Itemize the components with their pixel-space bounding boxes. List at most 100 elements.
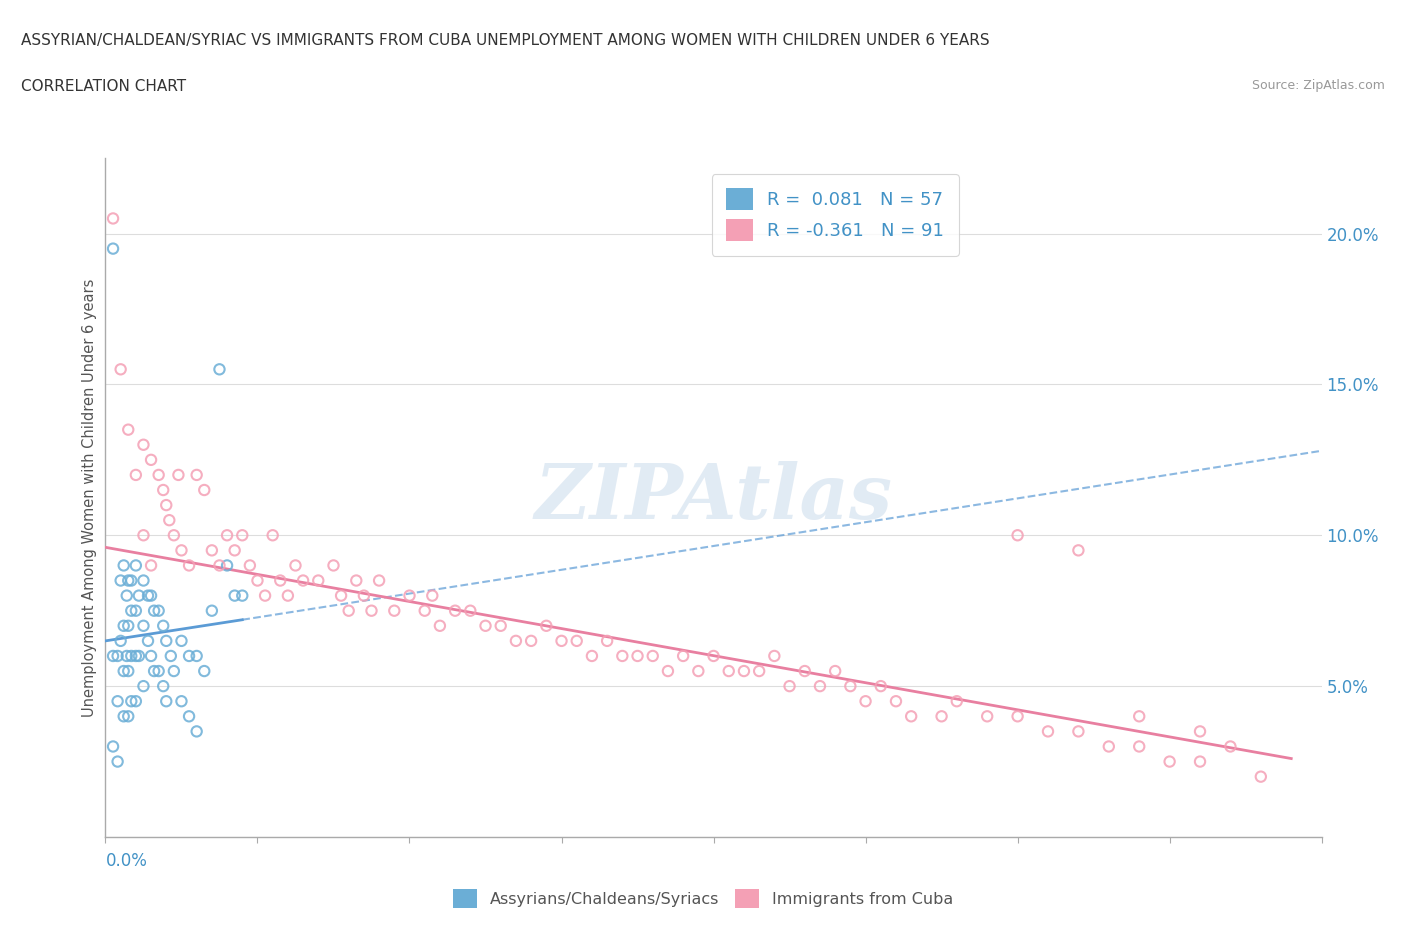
- Point: [1188, 754, 1211, 769]
- Point: [702, 648, 725, 663]
- Point: [869, 679, 891, 694]
- Point: [107, 754, 129, 769]
- Point: [120, 694, 142, 709]
- Point: [1250, 769, 1272, 784]
- Point: [101, 241, 124, 256]
- Text: ZIPAtlas: ZIPAtlas: [534, 460, 893, 535]
- Point: [1098, 739, 1121, 754]
- Point: [208, 558, 231, 573]
- Point: [170, 633, 193, 648]
- Point: [1036, 724, 1059, 738]
- Point: [1159, 754, 1181, 769]
- Point: [900, 709, 922, 724]
- Point: [112, 709, 135, 724]
- Point: [167, 468, 190, 483]
- Point: [382, 604, 405, 618]
- Point: [763, 648, 786, 663]
- Point: [152, 618, 174, 633]
- Point: [398, 588, 420, 603]
- Point: [110, 362, 132, 377]
- Point: [170, 543, 193, 558]
- Text: ASSYRIAN/CHALDEAN/SYRIAC VS IMMIGRANTS FROM CUBA UNEMPLOYMENT AMONG WOMEN WITH C: ASSYRIAN/CHALDEAN/SYRIAC VS IMMIGRANTS F…: [21, 33, 990, 47]
- Point: [793, 664, 815, 679]
- Point: [125, 468, 148, 483]
- Point: [855, 694, 877, 709]
- Text: CORRELATION CHART: CORRELATION CHART: [21, 79, 186, 94]
- Point: [155, 498, 177, 512]
- Point: [112, 558, 135, 573]
- Point: [110, 633, 132, 648]
- Point: [186, 648, 208, 663]
- Point: [217, 528, 239, 543]
- Point: [945, 694, 967, 709]
- Point: [112, 618, 135, 633]
- Point: [657, 664, 679, 679]
- Point: [420, 588, 443, 603]
- Point: [117, 618, 139, 633]
- Point: [565, 633, 588, 648]
- Point: [101, 739, 124, 754]
- Point: [1007, 709, 1029, 724]
- Point: [337, 604, 360, 618]
- Point: [163, 528, 186, 543]
- Point: [132, 573, 155, 588]
- Point: [132, 679, 155, 694]
- Point: [269, 573, 291, 588]
- Point: [208, 362, 231, 377]
- Point: [688, 664, 710, 679]
- Point: [101, 211, 124, 226]
- Point: [136, 588, 159, 603]
- Point: [115, 588, 138, 603]
- Point: [322, 558, 344, 573]
- Point: [884, 694, 907, 709]
- Point: [429, 618, 451, 633]
- Point: [284, 558, 307, 573]
- Point: [112, 664, 135, 679]
- Point: [148, 604, 170, 618]
- Point: [550, 633, 572, 648]
- Point: [117, 664, 139, 679]
- Point: [193, 664, 215, 679]
- Point: [201, 604, 224, 618]
- Point: [107, 694, 129, 709]
- Point: [254, 588, 277, 603]
- Point: [186, 468, 208, 483]
- Point: [307, 573, 329, 588]
- Point: [117, 709, 139, 724]
- Point: [626, 648, 648, 663]
- Point: [125, 648, 148, 663]
- Point: [413, 604, 436, 618]
- Point: [132, 437, 155, 452]
- Point: [931, 709, 953, 724]
- Point: [132, 618, 155, 633]
- Point: [474, 618, 496, 633]
- Point: [1219, 739, 1241, 754]
- Point: [148, 468, 170, 483]
- Point: [344, 573, 367, 588]
- Point: [128, 588, 150, 603]
- Point: [368, 573, 391, 588]
- Point: [155, 633, 177, 648]
- Point: [125, 694, 148, 709]
- Point: [520, 633, 543, 648]
- Point: [132, 528, 155, 543]
- Point: [157, 512, 180, 527]
- Point: [139, 648, 162, 663]
- Point: [201, 543, 224, 558]
- Point: [246, 573, 269, 588]
- Point: [217, 558, 239, 573]
- Point: [139, 558, 162, 573]
- Legend: Assyrians/Chaldeans/Syriacs, Immigrants from Cuba: Assyrians/Chaldeans/Syriacs, Immigrants …: [447, 883, 959, 914]
- Point: [489, 618, 512, 633]
- Point: [143, 664, 166, 679]
- Point: [177, 709, 200, 724]
- Point: [148, 664, 170, 679]
- Point: [458, 604, 481, 618]
- Point: [125, 604, 148, 618]
- Point: [107, 648, 129, 663]
- Point: [641, 648, 664, 663]
- Point: [808, 679, 831, 694]
- Point: [596, 633, 619, 648]
- Point: [159, 648, 181, 663]
- Point: [1128, 709, 1150, 724]
